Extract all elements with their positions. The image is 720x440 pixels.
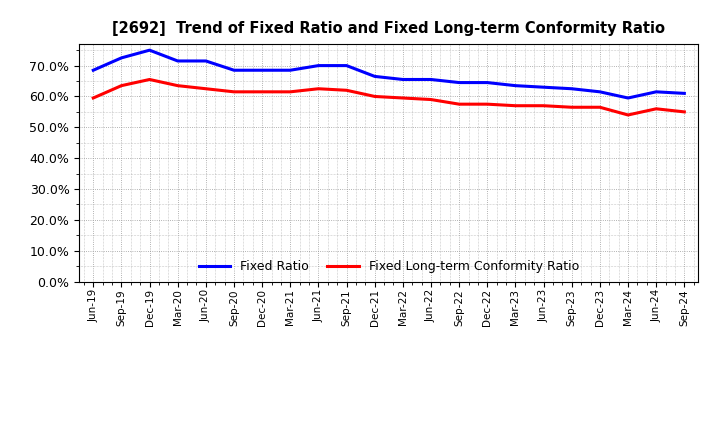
Fixed Ratio — [539, 84, 548, 90]
Fixed Long-term Conformity Ratio — [483, 102, 492, 107]
Line: Fixed Ratio: Fixed Ratio — [94, 50, 684, 98]
Fixed Ratio — [258, 68, 266, 73]
Fixed Long-term Conformity Ratio — [89, 95, 98, 101]
Fixed Ratio — [567, 86, 576, 92]
Fixed Ratio — [314, 63, 323, 68]
Fixed Long-term Conformity Ratio — [427, 97, 436, 102]
Fixed Ratio — [595, 89, 604, 95]
Fixed Long-term Conformity Ratio — [286, 89, 294, 95]
Fixed Long-term Conformity Ratio — [455, 102, 464, 107]
Fixed Long-term Conformity Ratio — [595, 105, 604, 110]
Line: Fixed Long-term Conformity Ratio: Fixed Long-term Conformity Ratio — [94, 80, 684, 115]
Fixed Long-term Conformity Ratio — [399, 95, 408, 101]
Fixed Long-term Conformity Ratio — [145, 77, 154, 82]
Fixed Long-term Conformity Ratio — [624, 112, 632, 117]
Fixed Long-term Conformity Ratio — [230, 89, 238, 95]
Fixed Long-term Conformity Ratio — [652, 106, 660, 111]
Fixed Long-term Conformity Ratio — [539, 103, 548, 108]
Fixed Long-term Conformity Ratio — [202, 86, 210, 92]
Fixed Ratio — [399, 77, 408, 82]
Fixed Ratio — [89, 68, 98, 73]
Fixed Ratio — [174, 59, 182, 64]
Fixed Long-term Conformity Ratio — [258, 89, 266, 95]
Fixed Ratio — [624, 95, 632, 101]
Fixed Ratio — [483, 80, 492, 85]
Fixed Long-term Conformity Ratio — [567, 105, 576, 110]
Fixed Ratio — [455, 80, 464, 85]
Fixed Long-term Conformity Ratio — [511, 103, 520, 108]
Fixed Ratio — [286, 68, 294, 73]
Fixed Ratio — [202, 59, 210, 64]
Fixed Ratio — [117, 55, 126, 61]
Fixed Long-term Conformity Ratio — [174, 83, 182, 88]
Fixed Long-term Conformity Ratio — [314, 86, 323, 92]
Fixed Long-term Conformity Ratio — [342, 88, 351, 93]
Fixed Ratio — [342, 63, 351, 68]
Fixed Long-term Conformity Ratio — [680, 109, 688, 114]
Fixed Ratio — [511, 83, 520, 88]
Fixed Ratio — [230, 68, 238, 73]
Fixed Long-term Conformity Ratio — [370, 94, 379, 99]
Fixed Ratio — [652, 89, 660, 95]
Title: [2692]  Trend of Fixed Ratio and Fixed Long-term Conformity Ratio: [2692] Trend of Fixed Ratio and Fixed Lo… — [112, 21, 665, 36]
Fixed Ratio — [427, 77, 436, 82]
Fixed Long-term Conformity Ratio — [117, 83, 126, 88]
Fixed Ratio — [145, 48, 154, 53]
Legend: Fixed Ratio, Fixed Long-term Conformity Ratio: Fixed Ratio, Fixed Long-term Conformity … — [194, 255, 584, 278]
Fixed Ratio — [370, 74, 379, 79]
Fixed Ratio — [680, 91, 688, 96]
